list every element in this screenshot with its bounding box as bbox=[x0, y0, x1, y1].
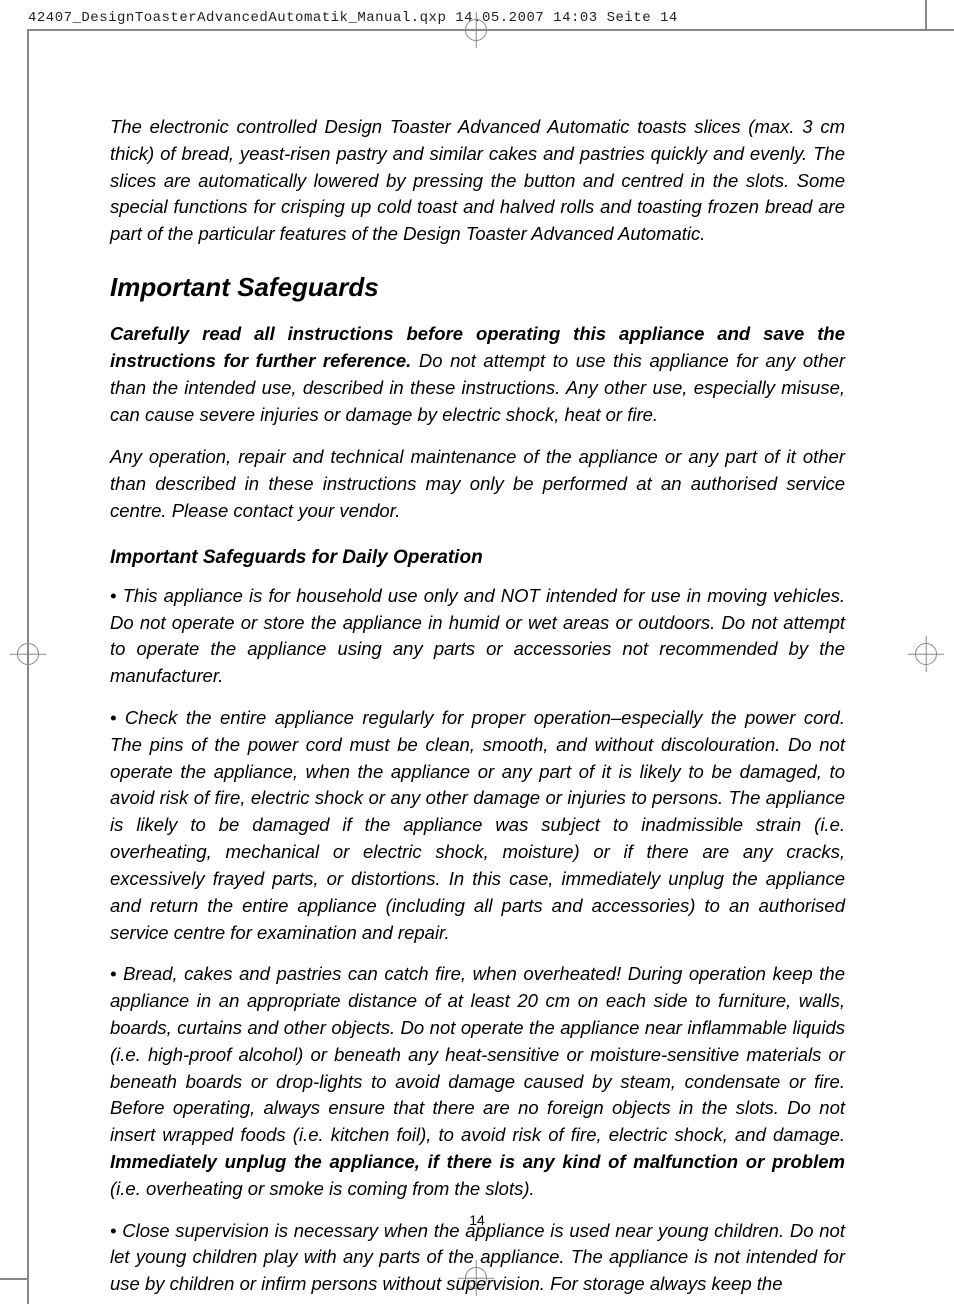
bullet-item: • Close supervision is necessary when th… bbox=[110, 1218, 845, 1298]
registration-mark-icon bbox=[908, 636, 944, 672]
heading-daily-operation: Important Safeguards for Daily Operation bbox=[110, 547, 845, 569]
text: • Bread, cakes and pastries can catch fi… bbox=[110, 963, 845, 1145]
crop-mark bbox=[27, 1278, 29, 1304]
page-content: The electronic controlled Design Toaster… bbox=[110, 114, 845, 1313]
registration-mark-icon bbox=[458, 12, 494, 48]
crop-mark bbox=[0, 1278, 27, 1280]
bullet-item: • Check the entire appliance regularly f… bbox=[110, 705, 845, 946]
crop-mark bbox=[925, 0, 927, 29]
bullet-item: • Bread, cakes and pastries can catch fi… bbox=[110, 961, 845, 1202]
bold-text: Immediately unplug the appliance, if the… bbox=[110, 1151, 845, 1172]
registration-mark-icon bbox=[10, 636, 46, 672]
page-number: 14 bbox=[0, 1212, 954, 1228]
text: (i.e. overheating or smoke is coming fro… bbox=[110, 1178, 535, 1199]
paragraph: Any operation, repair and technical main… bbox=[110, 444, 845, 524]
heading-important-safeguards: Important Safeguards bbox=[110, 272, 845, 303]
paragraph: Carefully read all instructions before o… bbox=[110, 321, 845, 428]
intro-paragraph: The electronic controlled Design Toaster… bbox=[110, 114, 845, 248]
print-header: 42407_DesignToasterAdvancedAutomatik_Man… bbox=[28, 10, 678, 26]
crop-mark bbox=[925, 29, 954, 31]
bullet-item: • This appliance is for household use on… bbox=[110, 583, 845, 690]
